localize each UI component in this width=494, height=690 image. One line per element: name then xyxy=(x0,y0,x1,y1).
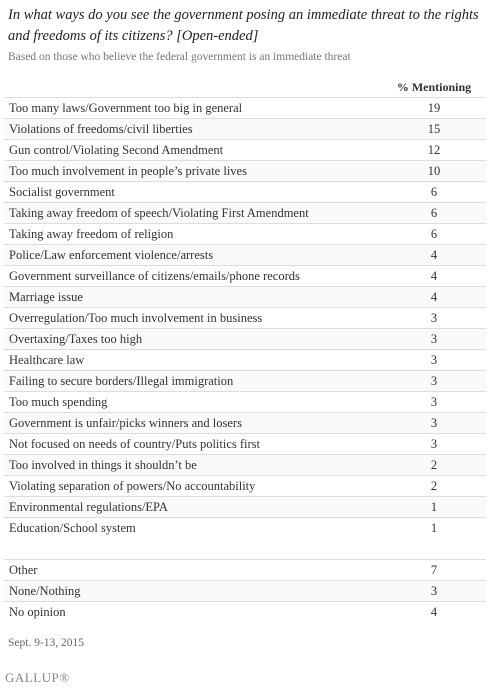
row-label: Education/School system xyxy=(9,521,136,535)
table-row: Taking away freedom of speech/Violating … xyxy=(4,202,486,223)
table-row: Environmental regulations/EPA 1 xyxy=(4,496,486,517)
row-label: Failing to secure borders/Illegal immigr… xyxy=(9,374,234,388)
table-row: Overtaxing/Taxes too high 3 xyxy=(4,328,486,349)
row-value: 3 xyxy=(430,374,438,388)
table-row: Police/Law enforcement violence/arrests 4 xyxy=(4,244,486,265)
row-label: Healthcare law xyxy=(9,353,85,367)
source: GALLUP® xyxy=(5,670,70,685)
row-label: Overregulation/Too much involvement in b… xyxy=(9,311,263,325)
row-value: 19 xyxy=(427,101,441,115)
table-row: Not focused on needs of country/Puts pol… xyxy=(4,433,486,454)
row-label: Government surveillance of citizens/emai… xyxy=(9,269,300,283)
table-row: No opinion 4 xyxy=(4,601,486,622)
table-row: Overregulation/Too much involvement in b… xyxy=(4,307,486,328)
row-label: Police/Law enforcement violence/arrests xyxy=(9,248,214,262)
row-label: Government is unfair/picks winners and l… xyxy=(9,416,242,430)
row-label: Environmental regulations/EPA xyxy=(9,500,168,514)
row-value: 4 xyxy=(430,605,438,619)
table-row: Marriage issue 4 xyxy=(4,286,486,307)
table-row: Violating separation of powers/No accoun… xyxy=(4,475,486,496)
row-label: Too many laws/Government too big in gene… xyxy=(9,101,243,115)
row-value: 3 xyxy=(430,437,438,451)
row-label: Other xyxy=(9,563,38,577)
row-value: 1 xyxy=(430,521,438,535)
table-row: Government surveillance of citizens/emai… xyxy=(4,265,486,286)
row-label: Taking away freedom of religion xyxy=(9,227,174,241)
row-label: Violations of freedoms/civil liberties xyxy=(9,122,193,136)
subtitle: Based on those who believe the federal g… xyxy=(8,51,351,63)
row-label: Taking away freedom of speech/Violating … xyxy=(9,206,309,220)
row-value: 10 xyxy=(427,164,441,178)
row-label: None/Nothing xyxy=(9,584,81,598)
table-row: Too involved in things it shouldn’t be 2 xyxy=(4,454,486,475)
row-label: Not focused on needs of country/Puts pol… xyxy=(9,437,261,451)
row-value: 2 xyxy=(430,479,438,493)
row-value: 4 xyxy=(430,269,438,283)
row-value: 6 xyxy=(430,227,438,241)
table-row: None/Nothing 3 xyxy=(4,580,486,601)
row-label: Overtaxing/Taxes too high xyxy=(9,332,143,346)
row-value: 2 xyxy=(430,458,438,472)
row-label: No opinion xyxy=(9,605,66,619)
table-row: Too much spending 3 xyxy=(4,391,486,412)
row-value: 1 xyxy=(430,500,438,514)
table-row: Healthcare law 3 xyxy=(4,349,486,370)
row-label: Too much involvement in people’s private… xyxy=(9,164,247,178)
row-value: 4 xyxy=(430,248,438,262)
row-label: Gun control/Violating Second Amendment xyxy=(9,143,224,157)
note: Sept. 9-13, 2015 xyxy=(8,637,85,649)
row-value: 7 xyxy=(430,563,438,577)
row-value: 3 xyxy=(430,395,438,409)
row-value: 3 xyxy=(430,584,438,598)
row-value: 12 xyxy=(427,143,441,157)
table-row: Gun control/Violating Second Amendment 12 xyxy=(4,139,486,160)
table-row: Socialist government 6 xyxy=(4,181,486,202)
row-value: 3 xyxy=(430,311,438,325)
column-header: % Mentioning xyxy=(396,80,472,94)
table-row: Too many laws/Government too big in gene… xyxy=(4,97,486,118)
row-value: 3 xyxy=(430,353,438,367)
row-label: Marriage issue xyxy=(9,290,83,304)
row-value: 15 xyxy=(427,122,441,136)
row-label: Too involved in things it shouldn’t be xyxy=(9,458,197,472)
row-label: Violating separation of powers/No accoun… xyxy=(9,479,256,493)
table-row: Other 7 xyxy=(4,559,486,580)
row-label: Too much spending xyxy=(9,395,108,409)
table-row: Violations of freedoms/civil liberties 15 xyxy=(4,118,486,139)
row-value: 6 xyxy=(430,206,438,220)
row-value: 3 xyxy=(430,416,438,430)
row-value: 3 xyxy=(430,332,438,346)
table-row: Too much involvement in people’s private… xyxy=(4,160,486,181)
row-value: 4 xyxy=(430,290,438,304)
table-row: Failing to secure borders/Illegal immigr… xyxy=(4,370,486,391)
row-label: Socialist government xyxy=(9,185,115,199)
row-value: 6 xyxy=(430,185,438,199)
title: In what ways do you see the government p… xyxy=(8,7,479,44)
table-row: Education/School system 1 xyxy=(4,517,486,538)
table-row: Taking away freedom of religion 6 xyxy=(4,223,486,244)
table-row: Government is unfair/picks winners and l… xyxy=(4,412,486,433)
